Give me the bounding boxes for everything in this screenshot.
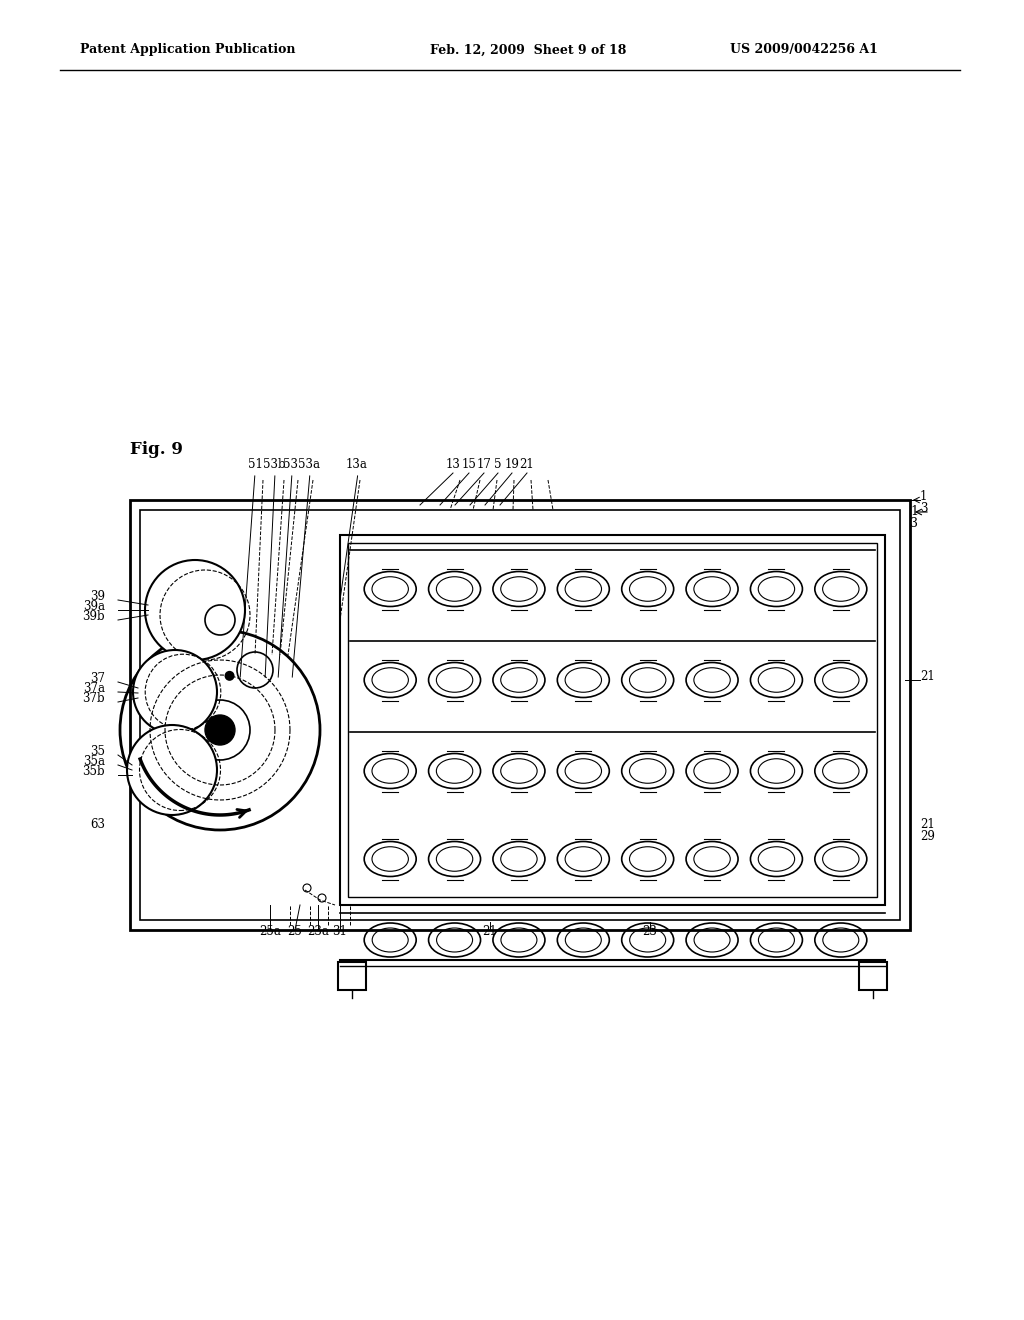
Text: 1: 1 [910, 506, 918, 517]
Text: 21: 21 [519, 458, 535, 471]
Circle shape [164, 744, 172, 752]
Text: 21: 21 [920, 818, 935, 832]
Text: 13a: 13a [346, 458, 368, 471]
Circle shape [237, 652, 273, 688]
Circle shape [133, 649, 217, 734]
Text: 63: 63 [90, 818, 105, 832]
Text: 35b: 35b [82, 766, 105, 777]
Circle shape [224, 671, 234, 681]
Text: 39b: 39b [82, 610, 105, 623]
Circle shape [205, 715, 234, 744]
Circle shape [166, 702, 174, 710]
Text: 5: 5 [495, 458, 502, 471]
Circle shape [150, 701, 159, 711]
Text: 37a: 37a [83, 682, 105, 696]
Text: Feb. 12, 2009  Sheet 9 of 18: Feb. 12, 2009 Sheet 9 of 18 [430, 44, 627, 57]
Text: 3: 3 [910, 517, 918, 531]
Text: 19: 19 [505, 458, 519, 471]
Circle shape [303, 884, 311, 892]
Text: 13: 13 [445, 458, 461, 471]
Text: 3: 3 [920, 502, 928, 515]
Text: 53: 53 [284, 458, 299, 471]
Text: 39: 39 [90, 590, 105, 603]
Bar [340, 535, 885, 906]
Circle shape [318, 894, 326, 902]
Text: 21: 21 [482, 925, 498, 939]
Text: 23a: 23a [307, 925, 329, 939]
Text: 53a: 53a [298, 458, 319, 471]
Circle shape [198, 777, 205, 785]
Bar [140, 510, 900, 920]
Text: 39a: 39a [83, 601, 105, 612]
Text: 31: 31 [333, 925, 347, 939]
Circle shape [127, 725, 217, 814]
Text: 25: 25 [288, 925, 302, 939]
Text: 53b: 53b [263, 458, 286, 471]
Circle shape [179, 682, 189, 693]
Bar [130, 500, 910, 931]
Text: Fig. 9: Fig. 9 [130, 441, 183, 458]
Text: 37b: 37b [82, 692, 105, 705]
Text: Patent Application Publication: Patent Application Publication [80, 44, 296, 57]
Circle shape [155, 760, 165, 770]
Bar [348, 543, 877, 898]
Bar [859, 962, 887, 990]
Circle shape [145, 560, 245, 660]
Text: 21: 21 [920, 671, 935, 682]
Text: 51: 51 [248, 458, 262, 471]
Text: US 2009/0042256 A1: US 2009/0042256 A1 [730, 44, 878, 57]
Text: 15: 15 [462, 458, 476, 471]
Text: 25a: 25a [259, 925, 281, 939]
Text: 29: 29 [920, 830, 935, 843]
Text: 17: 17 [476, 458, 492, 471]
Text: 35: 35 [90, 744, 105, 758]
Bar [338, 962, 366, 990]
Text: 35a: 35a [83, 755, 105, 768]
Text: 23: 23 [643, 925, 657, 939]
Circle shape [205, 605, 234, 635]
Text: 1: 1 [920, 490, 928, 503]
Text: 37: 37 [90, 672, 105, 685]
